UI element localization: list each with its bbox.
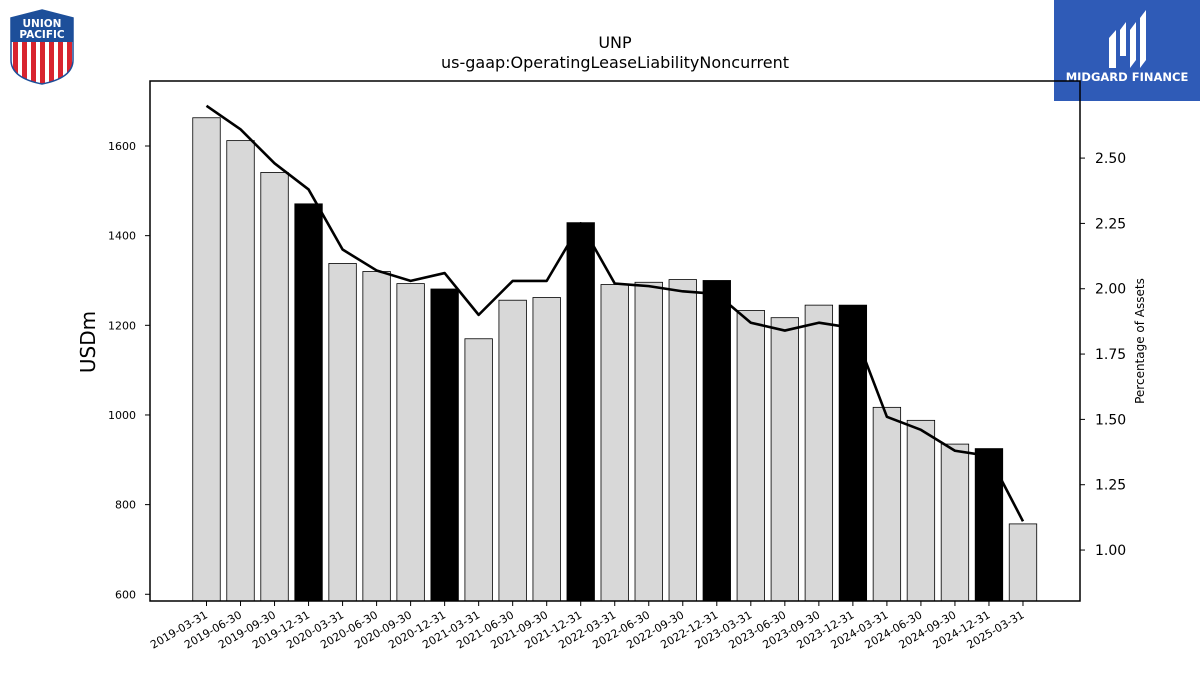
bar-2020-09-30	[396, 283, 425, 602]
y-tick-label: 1000	[108, 409, 136, 422]
bar-2020-12-31	[430, 288, 459, 602]
y2-tick-label: 1.50	[1095, 412, 1126, 428]
bar-2019-06-30	[226, 140, 255, 602]
publisher-logo: MIDGARD FINANCE	[1054, 0, 1200, 101]
chart-title: UNP	[598, 33, 632, 52]
bar-2022-12-31	[702, 280, 731, 602]
union-pacific-shield-logo: UNION PACIFIC	[10, 9, 74, 85]
bar-2022-03-31	[600, 284, 629, 602]
y-tick-label: 800	[115, 499, 136, 512]
logo-line-1: UNION	[23, 18, 62, 30]
bar-2020-06-30	[362, 271, 391, 602]
y-axis-label: USDm	[76, 311, 100, 373]
midgard-finance-logo: MIDGARD FINANCE	[1066, 10, 1189, 84]
bar-2019-03-31	[192, 117, 221, 602]
chart-subtitle: us-gaap:OperatingLeaseLiabilityNoncurren…	[441, 53, 789, 72]
bar-2024-03-31	[872, 406, 902, 602]
bar-2020-03-31	[328, 263, 357, 602]
logo-line-2: PACIFIC	[19, 29, 65, 41]
y2-tick-label: 2.25	[1095, 216, 1126, 232]
y-tick-label: 1200	[108, 319, 136, 332]
y2-axis-label: Percentage of Assets	[1133, 278, 1147, 404]
y2-tick-label: 2.00	[1095, 282, 1126, 298]
company-logo: UNION PACIFIC	[7, 8, 77, 86]
bar-2019-12-31	[294, 203, 323, 602]
bar-2024-12-31	[974, 448, 1004, 602]
bar-2022-06-30	[634, 281, 663, 602]
bar-2021-12-31	[566, 222, 595, 602]
y2-tick-label: 1.00	[1095, 543, 1126, 559]
bar-2025-03-31	[1008, 523, 1038, 602]
bar-2021-06-30	[498, 299, 527, 602]
y-tick-label: 600	[115, 588, 136, 601]
bar-2024-06-30	[906, 419, 936, 602]
bar-2023-06-30	[770, 317, 799, 602]
y-tick-label: 1400	[108, 230, 136, 243]
bar-2023-03-31	[736, 310, 765, 602]
bar-2022-09-30	[668, 279, 697, 602]
bar-2023-09-30	[804, 304, 834, 602]
bar-2019-09-30	[260, 172, 289, 602]
y-tick-label: 1600	[108, 140, 136, 153]
y2-tick-label: 1.25	[1095, 478, 1126, 494]
bar-2021-03-31	[464, 338, 493, 602]
y2-tick-label: 1.75	[1095, 347, 1126, 363]
publisher-name: MIDGARD FINANCE	[1066, 70, 1189, 84]
bar-2024-09-30	[940, 443, 970, 602]
y2-tick-label: 2.50	[1095, 151, 1126, 167]
bar-2021-09-30	[532, 297, 561, 602]
percentage-of-assets-line	[205, 104, 1025, 522]
